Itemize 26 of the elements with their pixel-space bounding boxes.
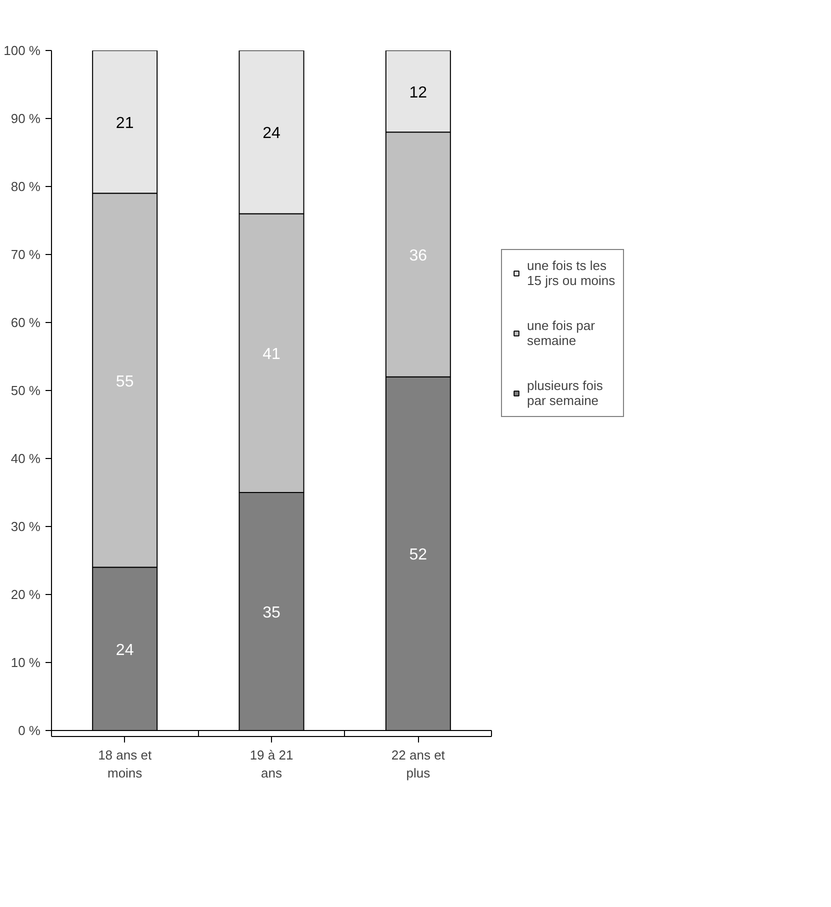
y-tick-label: 40 %: [10, 451, 41, 466]
y-tick-label: 50 %: [10, 383, 41, 398]
data-label: 55: [116, 373, 134, 390]
data-label: 41: [262, 346, 280, 364]
y-tick-label: 80 %: [10, 179, 41, 194]
y-tick-label: 60 %: [10, 315, 41, 330]
y-tick-label: 0 %: [18, 723, 41, 738]
data-label: 36: [409, 248, 428, 264]
legend-label: une fois par semaine: [527, 318, 595, 348]
y-tick-label: 20 %: [10, 587, 41, 602]
data-label: 52: [409, 546, 428, 564]
x-tick-label: 19 à 21 ans: [250, 748, 294, 780]
data-label: 21: [116, 114, 134, 132]
y-tick-label: 90 %: [10, 111, 41, 126]
data-label: 24: [262, 125, 280, 142]
data-label: 12: [409, 84, 428, 102]
y-tick-label: 70 %: [10, 247, 41, 262]
x-tick-label: 18 ans et moins: [98, 748, 152, 780]
legend-label: plusieurs fois par semaine: [527, 378, 603, 408]
y-tick-label: 10 %: [10, 655, 41, 670]
data-label: 24: [116, 642, 134, 659]
y-tick-label: 30 %: [10, 519, 41, 534]
x-tick-label: 22 ans et plus: [391, 748, 446, 780]
y-tick-label: 100 %: [4, 43, 41, 58]
data-label: 35: [262, 604, 280, 622]
legend-label: une fois ts les 15 jrs ou moins: [527, 258, 616, 288]
